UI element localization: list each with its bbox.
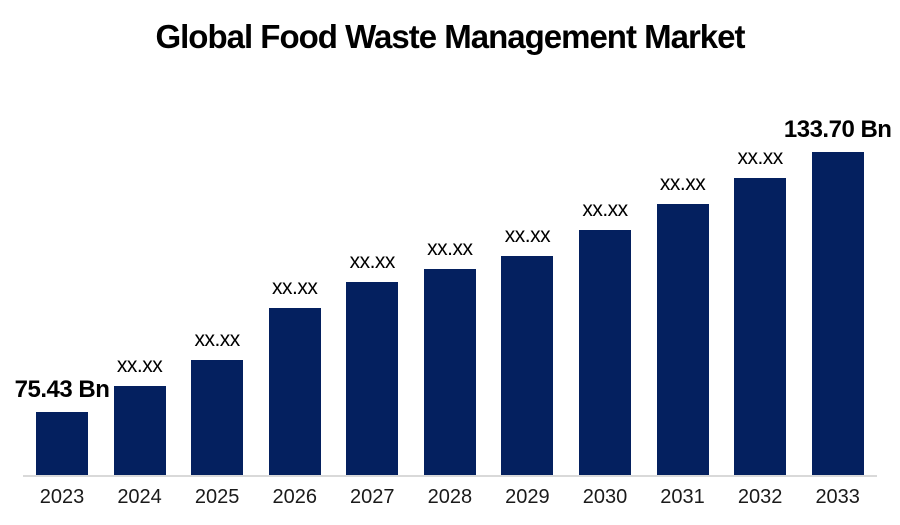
- x-tick-2023: 2023: [39, 486, 85, 508]
- x-tick-2028: 2028: [427, 486, 473, 508]
- bar-2032: [734, 178, 787, 476]
- value-label-2031: xx.xx: [659, 171, 706, 195]
- bar-2028: [423, 269, 476, 476]
- x-tick-2025: 2025: [194, 486, 240, 508]
- bar-2029: [501, 256, 554, 476]
- value-label-2030: xx.xx: [582, 197, 628, 221]
- bar-2023: [36, 412, 88, 476]
- bar-2030: [578, 230, 631, 476]
- value-label-2027: xx.xx: [349, 249, 396, 273]
- x-tick-2029: 2029: [505, 486, 550, 508]
- chart-title: Global Food Waste Management Market: [155, 18, 745, 55]
- value-label-2032: xx.xx: [737, 145, 783, 169]
- value-label-2024: xx.xx: [116, 353, 163, 377]
- bar-2026: [268, 308, 321, 476]
- x-tick-2027: 2027: [350, 486, 395, 508]
- value-label-2033: 133.70 Bn: [783, 116, 892, 144]
- value-label-2025: xx.xx: [194, 327, 240, 351]
- x-tick-2033: 2033: [815, 486, 860, 508]
- value-label-2026: xx.xx: [272, 275, 318, 299]
- value-label-2029: xx.xx: [504, 223, 551, 247]
- x-tick-2032: 2032: [737, 486, 783, 508]
- bar-2024: [113, 386, 166, 476]
- x-axis-line: [23, 475, 877, 477]
- bar-2033: [811, 152, 864, 476]
- value-label-2023: 75.43 Bn: [14, 376, 110, 404]
- bar-2027: [346, 282, 399, 476]
- x-tick-2026: 2026: [272, 486, 317, 508]
- x-tick-2030: 2030: [582, 486, 628, 508]
- x-tick-2024: 2024: [117, 486, 162, 508]
- bar-2025: [191, 360, 244, 476]
- bar-2031: [656, 204, 709, 476]
- value-label-2028: xx.xx: [427, 236, 473, 260]
- x-tick-2031: 2031: [660, 486, 705, 508]
